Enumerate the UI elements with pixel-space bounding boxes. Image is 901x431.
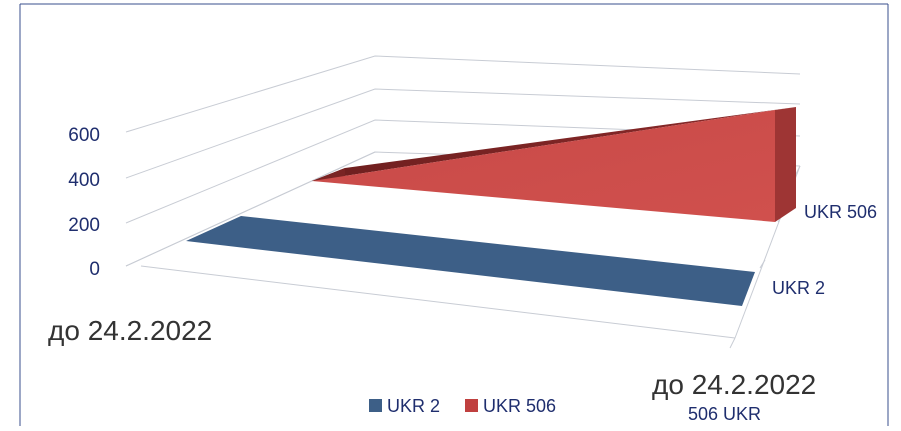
depth-label-ukr2: UKR 2	[772, 278, 825, 298]
series-ukr2	[186, 216, 755, 306]
bottom-right-label: 506 UKR	[688, 404, 761, 424]
gridline-400	[125, 88, 801, 179]
depth-tick	[729, 337, 736, 349]
legend-swatch-ukr2	[369, 399, 382, 412]
ukr506-side-face	[775, 107, 796, 222]
category-label-right: до 24.2.2022	[652, 369, 816, 400]
y-tick-labels: 600 400 200 0	[68, 125, 100, 280]
depth-label-ukr506: UKR 506	[804, 202, 877, 222]
y-tick-label: 400	[68, 170, 100, 191]
back-left-edge	[125, 151, 376, 267]
legend-label-ukr2: UKR 2	[387, 396, 440, 416]
category-label-left: до 24.2.2022	[48, 315, 212, 346]
legend: UKR 2 UKR 506	[369, 396, 556, 416]
ukr2-area	[186, 216, 755, 306]
floor-front-edge	[140, 265, 736, 339]
gridline-600	[125, 55, 801, 133]
legend-swatch-ukr506	[465, 399, 478, 412]
depth-tick	[759, 259, 766, 269]
y-tick-label: 0	[89, 259, 100, 280]
series-ukr506	[312, 107, 796, 222]
y-tick-label: 200	[68, 215, 100, 236]
gridlines	[125, 55, 801, 339]
y-tick-label: 600	[68, 125, 100, 146]
ukr506-front-face	[312, 110, 775, 222]
legend-label-ukr506: UKR 506	[483, 396, 556, 416]
